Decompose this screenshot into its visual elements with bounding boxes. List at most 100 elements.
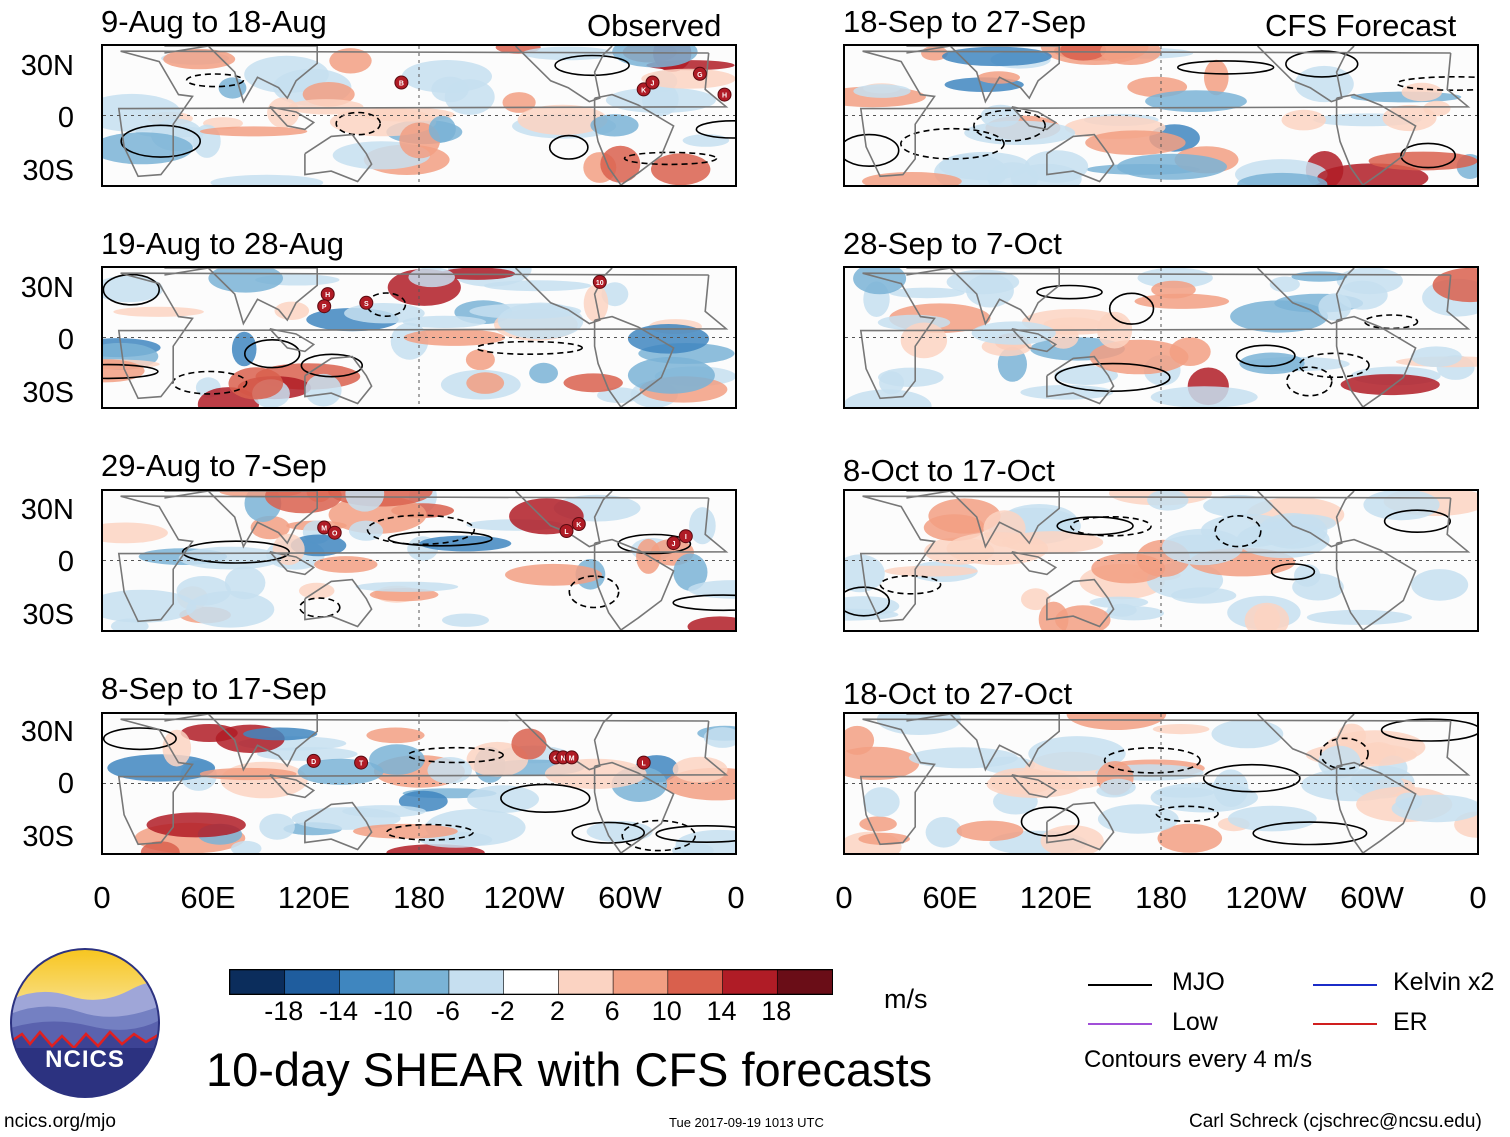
storm-label: G: [697, 72, 703, 79]
shear-shading: [563, 373, 623, 393]
storm-marker: I: [678, 529, 693, 544]
coastline: [906, 491, 1060, 549]
coastline: [1257, 714, 1355, 771]
shear-shading: [1337, 280, 1388, 310]
map-observed-2: H P S 10: [101, 266, 737, 409]
colorbar-swatches: [229, 969, 833, 995]
mjo-contour: [185, 73, 245, 88]
mjo-contour: [1177, 60, 1275, 75]
shear-shading: [146, 812, 246, 838]
storm-label: H: [325, 292, 330, 299]
shear-shading: [1281, 109, 1326, 131]
shear-shading: [398, 790, 448, 812]
mjo-contour: [1400, 142, 1457, 169]
mjo-contour: [1383, 509, 1452, 534]
ncics-logo: NCICS: [10, 948, 160, 1098]
coastline: [1335, 538, 1417, 630]
footer-url[interactable]: ncics.org/mjo: [4, 1111, 116, 1132]
mjo-contour: [386, 823, 474, 841]
storm-label: J: [651, 81, 655, 88]
xlab-60w: 60W: [598, 880, 662, 915]
storm-marker: J: [666, 536, 681, 551]
colorbar-swatch: [776, 969, 833, 995]
shear-shading: [687, 616, 735, 630]
xlab-120e: 120E: [277, 880, 351, 915]
shear-shading: [427, 757, 473, 784]
mjo-contour: [366, 292, 407, 317]
mjo-contour: [475, 340, 584, 355]
coastline: [906, 46, 1060, 104]
storm-label: T: [359, 761, 364, 768]
map-field-svg: [845, 491, 1477, 630]
coastline: [1046, 355, 1115, 405]
coastline: [906, 714, 1060, 772]
shear-shading: [243, 727, 318, 741]
shear-shading: [1410, 346, 1462, 367]
panel-title-obs-1: 9-Aug to 18-Aug: [101, 4, 327, 39]
shear-shading: [425, 809, 526, 846]
coastline: [859, 718, 1471, 846]
shear-shading: [1294, 564, 1321, 587]
storm-label: L: [564, 529, 569, 536]
coastline: [906, 268, 1060, 326]
legend-label-kelvin: Kelvin x2: [1393, 968, 1495, 996]
storm-marker: 10: [592, 274, 607, 289]
shear-shading: [964, 120, 1076, 145]
colorbar-swatch: [612, 969, 669, 995]
panel-title-fcst-1: 18-Sep to 27-Sep: [843, 4, 1087, 39]
mjo-contour: [548, 134, 589, 160]
shear-shading: [186, 591, 275, 628]
storm-label: J: [672, 541, 676, 548]
shear-shading: [288, 99, 364, 115]
storm-marker: D: [306, 753, 321, 768]
shear-shading: [1117, 153, 1227, 180]
xlab-60e: 60E: [180, 880, 236, 915]
coastline: [304, 801, 373, 851]
shear-shading: [267, 97, 300, 128]
shear-shading: [858, 832, 910, 845]
shear-shading: [1204, 59, 1229, 96]
mjo-contour: [900, 127, 1005, 160]
storm-label: H: [722, 93, 727, 100]
shear-shading: [1211, 719, 1284, 749]
mjo-contour: [973, 109, 1046, 142]
mjo-contour: [1108, 292, 1155, 325]
mjo-contour: [571, 821, 646, 844]
mjo-contour: [1396, 76, 1477, 91]
shear-shading: [672, 756, 728, 783]
mjo-contour: [300, 353, 364, 378]
storm-marker: M: [564, 750, 579, 765]
shear-shading: [1432, 268, 1477, 303]
shear-shading: [199, 767, 297, 781]
shear-shading: [1340, 374, 1440, 396]
colorbar-swatch: [722, 969, 779, 995]
legend-line-kelvin: [1313, 984, 1377, 986]
coastline: [1046, 133, 1115, 183]
shear-shading: [1024, 150, 1089, 183]
shear-shading: [210, 174, 324, 185]
shear-shading: [408, 268, 455, 288]
shear-shading: [1097, 804, 1179, 834]
coastline: [164, 491, 318, 549]
main-title: 10-day SHEAR with CFS forecasts: [206, 1043, 933, 1096]
coastline: [1046, 578, 1115, 628]
shear-shading: [244, 55, 329, 93]
shear-shading: [329, 48, 372, 74]
shear-shading: [257, 747, 358, 761]
shear-shading: [688, 580, 735, 599]
map-forecast-2: [843, 266, 1479, 409]
storm-marker: K: [571, 517, 586, 531]
shear-shading: [511, 728, 547, 760]
shear-shading: [673, 553, 708, 591]
mjo-contour: [1069, 515, 1152, 537]
shear-shading: [1239, 352, 1305, 375]
shear-shading: [359, 107, 455, 122]
shear-shading: [466, 372, 505, 394]
coastline: [1257, 491, 1355, 548]
shear-shading: [419, 535, 512, 552]
shear-shading: [353, 823, 458, 839]
colorbar-swatch: [284, 969, 341, 995]
shear-shading: [1028, 736, 1126, 772]
coastline: [1011, 106, 1058, 131]
shear-shading: [465, 349, 495, 371]
